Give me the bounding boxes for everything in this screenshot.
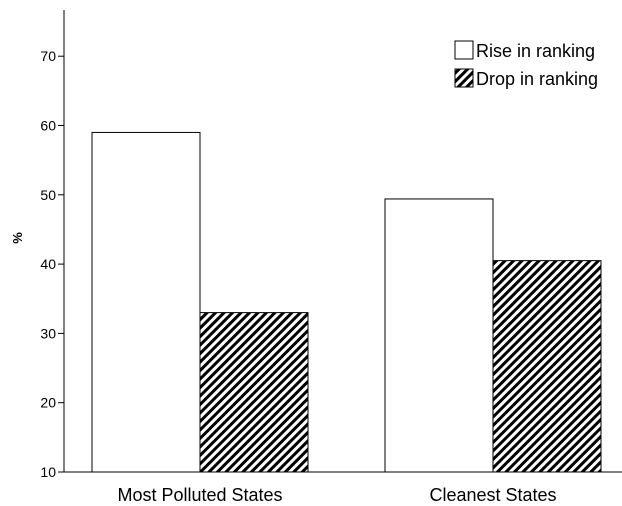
bar-drop-1 <box>492 260 602 473</box>
y-tick-label: 30 <box>40 325 56 341</box>
y-tick-label: 70 <box>40 48 56 64</box>
legend-swatch-drop <box>454 68 474 88</box>
y-tick-label: 20 <box>40 395 56 411</box>
y-tick-label: 10 <box>40 464 56 480</box>
category-labels: Most Polluted States Cleanest States <box>117 485 556 505</box>
y-tick-label: 50 <box>40 187 56 203</box>
legend: Rise in ranking Drop in ranking <box>454 40 598 89</box>
y-tick-label: 60 <box>40 118 56 134</box>
bars <box>91 131 602 473</box>
legend-swatch-rise <box>454 40 474 60</box>
y-tick-label: 40 <box>40 256 56 272</box>
y-axis-ticks: 10 20 30 40 50 60 70 <box>40 48 64 480</box>
category-label: Cleanest States <box>429 485 556 505</box>
bar-drop-0 <box>199 312 309 473</box>
category-label: Most Polluted States <box>117 485 282 505</box>
bar-rise-1 <box>384 198 494 473</box>
legend-label-rise: Rise in ranking <box>476 41 595 61</box>
y-axis-label: % <box>10 232 25 244</box>
bar-rise-0 <box>91 131 201 473</box>
legend-label-drop: Drop in ranking <box>476 69 598 89</box>
